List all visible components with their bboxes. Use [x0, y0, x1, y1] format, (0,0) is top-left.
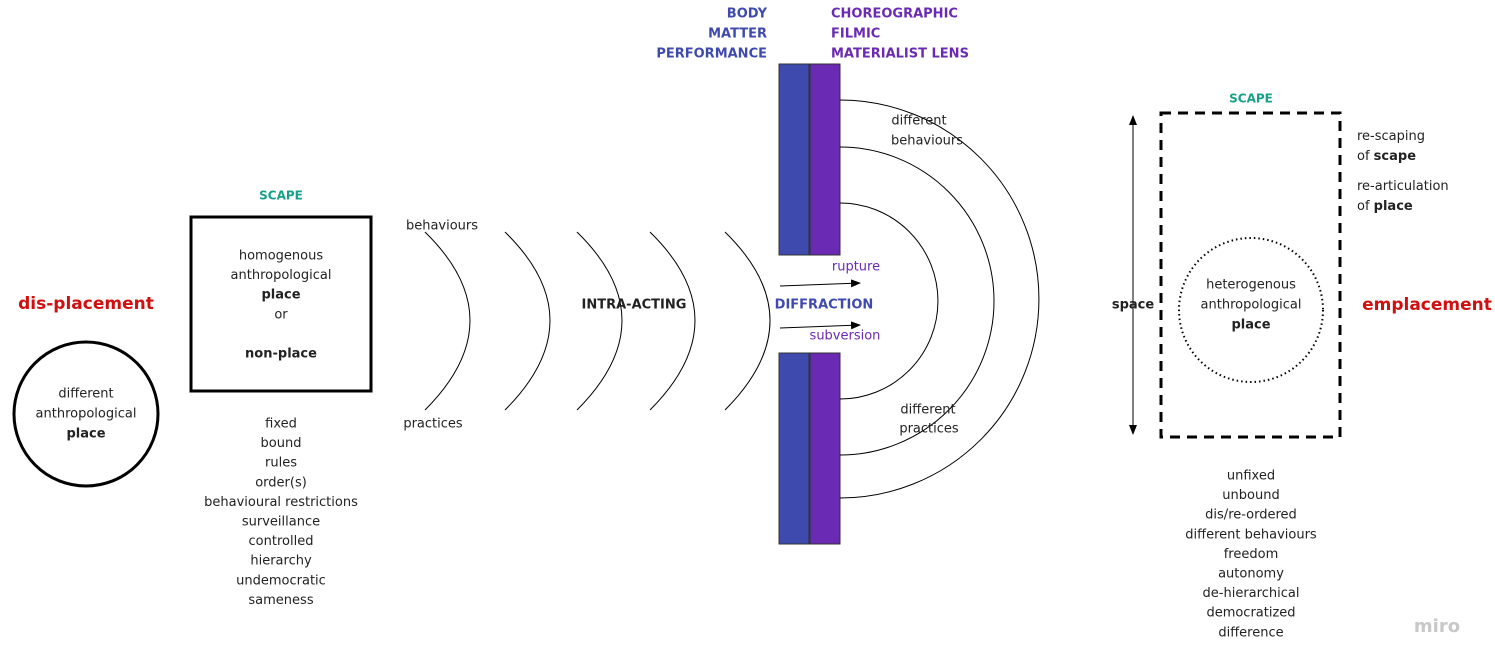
- label: heterogenous: [1206, 278, 1296, 293]
- note-part: of: [1357, 149, 1374, 164]
- diffraction-arcs: [839, 99, 1040, 499]
- label: de-hierarchical: [1203, 586, 1300, 601]
- label: DIFFRACTION: [775, 298, 874, 313]
- label: difference: [1218, 625, 1283, 640]
- arrow: [779, 279, 861, 288]
- lens-bar: [809, 63, 841, 256]
- label: anthropological: [1201, 298, 1302, 313]
- label: subversion: [810, 329, 881, 344]
- label: rupture: [832, 260, 880, 275]
- body-bar: [778, 352, 810, 545]
- label: PERFORMANCE: [656, 47, 767, 62]
- left-box: [189, 215, 373, 393]
- label: practices: [899, 422, 959, 437]
- lens-bar: [809, 352, 841, 545]
- label: democratized: [1206, 606, 1295, 621]
- label: place: [1231, 318, 1270, 333]
- label: SCAPE: [1229, 92, 1273, 106]
- label: dis/re-ordered: [1205, 508, 1297, 523]
- label: SCAPE: [259, 189, 303, 203]
- label: autonomy: [1218, 567, 1284, 582]
- label: MATERIALIST LENS: [831, 47, 969, 62]
- label: place: [261, 288, 300, 303]
- label: rules: [265, 456, 297, 471]
- label: sameness: [248, 593, 313, 608]
- note-part: of: [1357, 199, 1374, 214]
- label: surveillance: [242, 515, 320, 530]
- note: re-articulation: [1357, 179, 1449, 194]
- waves: [424, 231, 771, 411]
- label: FILMIC: [831, 27, 880, 42]
- label: or: [274, 308, 288, 323]
- label: different: [891, 114, 946, 129]
- label: homogenous: [239, 249, 323, 264]
- left-circle: [12, 340, 160, 488]
- label: controlled: [249, 534, 314, 549]
- label: order(s): [255, 475, 307, 490]
- label: anthropological: [231, 268, 332, 283]
- label: unbound: [1222, 488, 1279, 503]
- label: practices: [403, 417, 463, 432]
- right-circle: [1178, 237, 1324, 383]
- label: BODY: [727, 7, 768, 22]
- label: hierarchy: [250, 554, 312, 569]
- label: undemocratic: [236, 573, 326, 588]
- note-part: re-scaping: [1357, 129, 1425, 144]
- note: re-scaping: [1357, 129, 1425, 144]
- label: miro: [1414, 616, 1460, 637]
- label: space: [1112, 298, 1155, 313]
- label: unfixed: [1227, 469, 1275, 484]
- note: of place: [1357, 199, 1413, 214]
- label: anthropological: [36, 407, 137, 422]
- label: dis-placement: [18, 294, 154, 314]
- arrow: [779, 321, 861, 330]
- label: MATTER: [708, 27, 767, 42]
- note-part: scape: [1374, 149, 1417, 164]
- label: different: [58, 387, 113, 402]
- label: different: [900, 403, 955, 418]
- label: behaviours: [406, 219, 478, 234]
- note-part: re-articulation: [1357, 179, 1449, 194]
- label: place: [66, 427, 105, 442]
- label: behavioural restrictions: [204, 495, 358, 510]
- label: different behaviours: [1185, 527, 1317, 542]
- note-part: place: [1374, 199, 1413, 214]
- note: of scape: [1357, 149, 1416, 164]
- label: non-place: [245, 347, 317, 362]
- body-bar: [778, 63, 810, 256]
- label: INTRA-ACTING: [582, 298, 687, 313]
- right-box: [1159, 111, 1342, 439]
- label: CHOREOGRAPHIC: [831, 7, 958, 22]
- label: fixed: [265, 417, 297, 432]
- label: emplacement: [1362, 295, 1492, 315]
- label: behaviours: [891, 134, 963, 149]
- label: bound: [261, 436, 302, 451]
- label: freedom: [1224, 547, 1279, 562]
